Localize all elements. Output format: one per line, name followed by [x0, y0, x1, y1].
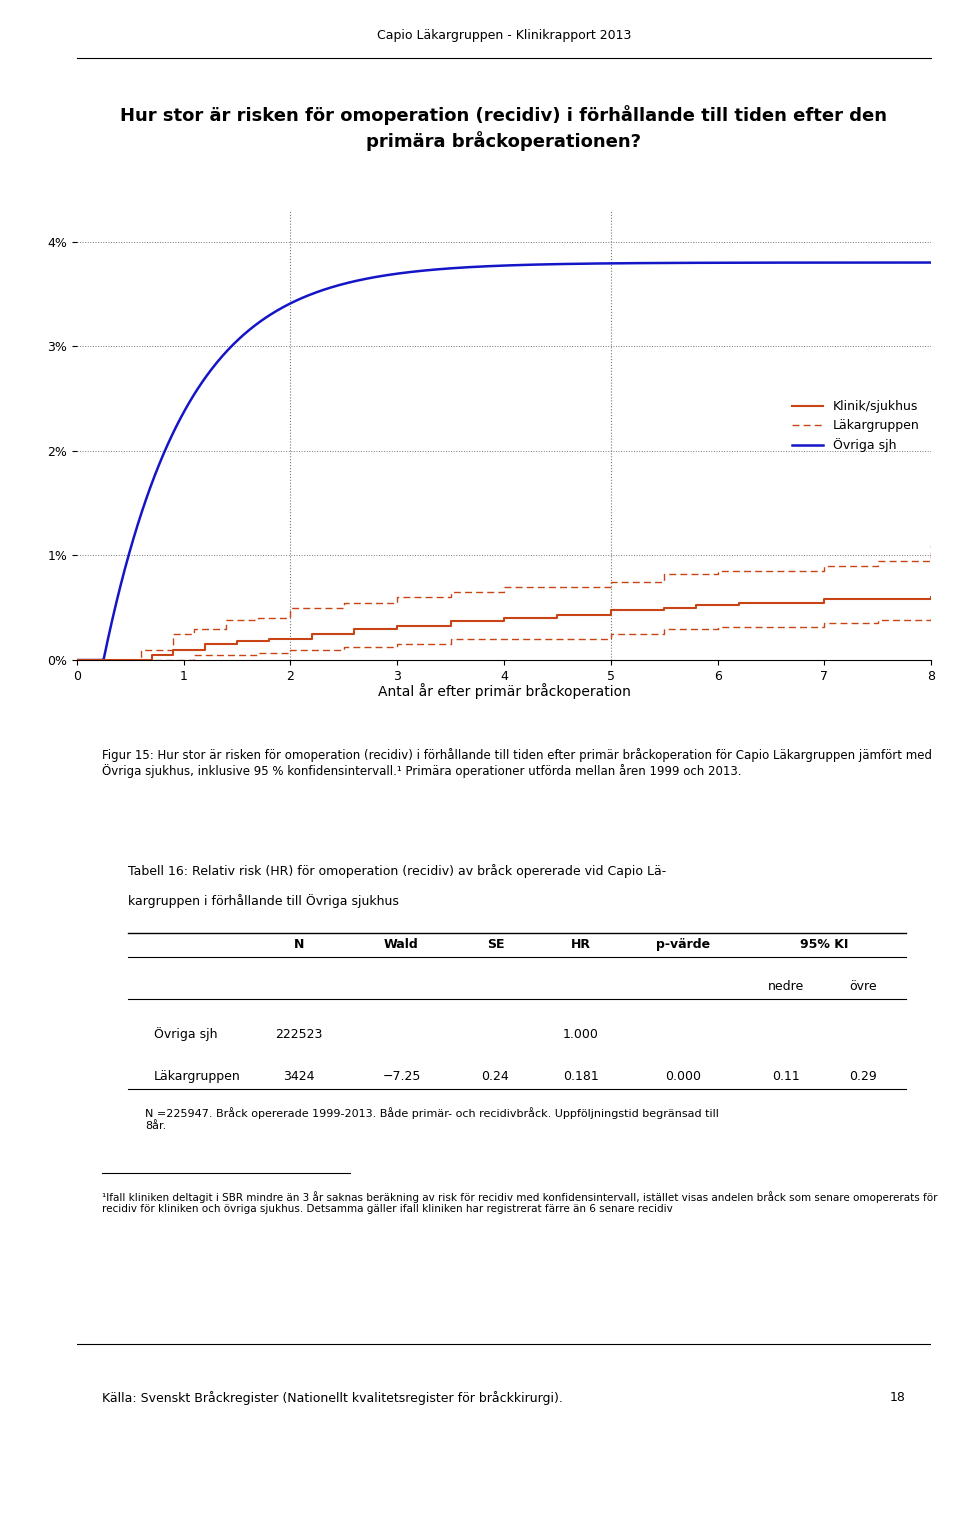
Text: 0.000: 0.000: [665, 1069, 702, 1083]
Text: nedre: nedre: [768, 979, 804, 993]
Text: 0.24: 0.24: [482, 1069, 510, 1083]
Text: Läkargruppen: Läkargruppen: [154, 1069, 240, 1083]
Text: Övriga sjh: Övriga sjh: [154, 1027, 217, 1040]
Text: 222523: 222523: [276, 1028, 323, 1040]
Text: 0.29: 0.29: [849, 1069, 876, 1083]
Text: Hur stor är risken för omoperation (recidiv) i förhållande till tiden efter den
: Hur stor är risken för omoperation (reci…: [121, 104, 887, 151]
Text: p-värde: p-värde: [657, 938, 710, 952]
Text: N: N: [294, 938, 304, 952]
Text: Källa: Svenskt Bråckregister (Nationellt kvalitetsregister för bråckkirurgi).: Källa: Svenskt Bråckregister (Nationellt…: [103, 1391, 564, 1405]
Text: 18: 18: [890, 1391, 905, 1405]
Text: övre: övre: [849, 979, 876, 993]
Text: 0.11: 0.11: [772, 1069, 800, 1083]
Text: Tabell 16: Relativ risk (HR) för omoperation (recidiv) av bråck opererade vid Ca: Tabell 16: Relativ risk (HR) för omopera…: [128, 864, 666, 878]
Text: 1.000: 1.000: [563, 1028, 599, 1040]
Text: kargruppen i förhållande till Övriga sjukhus: kargruppen i förhållande till Övriga sju…: [128, 894, 399, 907]
Text: Capio Läkargruppen - Klinikrapport 2013: Capio Läkargruppen - Klinikrapport 2013: [377, 29, 631, 41]
Text: Antal år efter primär bråckoperation: Antal år efter primär bråckoperation: [377, 684, 631, 699]
Text: 0.181: 0.181: [563, 1069, 599, 1083]
Text: Figur 15: Hur stor är risken för omoperation (recidiv) i förhållande till tiden : Figur 15: Hur stor är risken för omopera…: [103, 748, 932, 777]
Text: SE: SE: [487, 938, 504, 952]
Text: 95% KI: 95% KI: [801, 938, 849, 952]
Text: HR: HR: [571, 938, 591, 952]
Legend: Klinik/sjukhus, Läkargruppen, Övriga sjh: Klinik/sjukhus, Läkargruppen, Övriga sjh: [787, 395, 924, 457]
Text: ¹Ifall kliniken deltagit i SBR mindre än 3 år saknas beräkning av risk för recid: ¹Ifall kliniken deltagit i SBR mindre än…: [103, 1190, 938, 1215]
Text: 3424: 3424: [283, 1069, 315, 1083]
Text: Wald: Wald: [384, 938, 419, 952]
Text: N =225947. Bråck opererade 1999-2013. Både primär- och recidivbråck. Uppföljning: N =225947. Bråck opererade 1999-2013. Bå…: [145, 1108, 719, 1131]
Text: −7.25: −7.25: [382, 1069, 420, 1083]
